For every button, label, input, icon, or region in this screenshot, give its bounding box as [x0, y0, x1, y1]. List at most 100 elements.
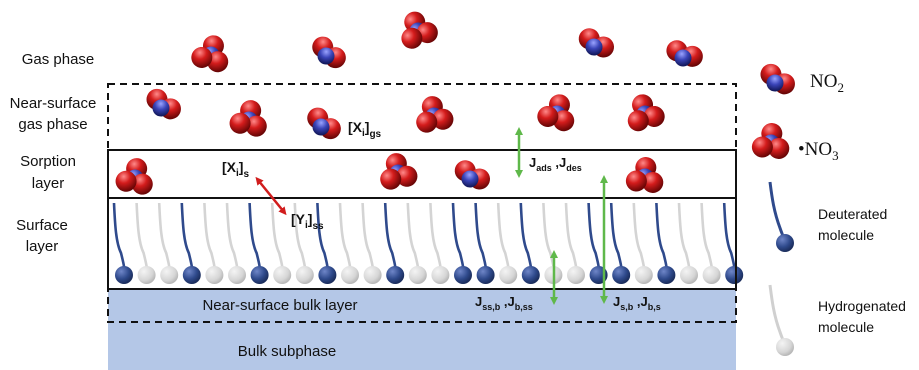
hydrogenated-headgroup — [702, 266, 721, 284]
hydrogenated-headgroup — [137, 266, 156, 284]
oxygen-atom — [643, 105, 665, 127]
deuterated-headgroup — [612, 266, 631, 284]
oxygen-atom — [537, 105, 559, 127]
hydrogenated-headgroup — [567, 266, 585, 284]
oxygen-atom — [396, 165, 418, 187]
yi-ss-label: [Yi]ss — [291, 211, 324, 232]
hydrogenated-chain — [406, 202, 420, 268]
deuterated-headgroup — [521, 266, 540, 284]
surface-layer-box — [107, 197, 737, 290]
deuterated-headgroup — [476, 266, 495, 284]
oxygen-atom — [245, 115, 267, 137]
deuterated-headgroup — [454, 266, 472, 284]
molecule-no2-4 — [578, 28, 615, 58]
hydrogenated-chain — [225, 202, 239, 268]
molecule-no3-13 — [380, 153, 418, 190]
legend-no3-molecule — [751, 123, 790, 159]
oxygen-atom — [642, 171, 664, 193]
oxygen-atom — [207, 51, 229, 73]
deuterated-headgroup — [725, 266, 744, 284]
gas-phase-label: Gas phase — [22, 51, 95, 68]
molecule-no2-5 — [666, 40, 703, 67]
deuterated-chain — [519, 202, 533, 268]
hydrogenated-headgroup — [499, 266, 518, 284]
deuterated-chain — [587, 202, 600, 268]
deuterated-chain — [383, 202, 397, 268]
hydrogenated-chain — [700, 202, 713, 268]
oxygen-atom — [627, 110, 649, 132]
hydrogenated-chain — [361, 202, 374, 268]
legend-no3-label: •NO3 — [798, 139, 839, 163]
deuterated-chain — [248, 202, 261, 268]
hydrogenated-chain — [429, 202, 442, 268]
bulk-subphase-region — [108, 323, 736, 370]
oxygen-atom — [191, 46, 213, 68]
molecule-no3-9 — [416, 96, 454, 133]
bulk-subphase-label: Bulk subphase — [238, 343, 336, 360]
surface-layer-label-line2: layer — [26, 238, 59, 255]
legend-deuterated-label-line1: Deuterated — [818, 206, 887, 222]
hydrogenated-chain — [157, 202, 171, 268]
oxygen-atom — [380, 168, 402, 190]
legend-no3-icon — [751, 123, 790, 159]
nitrogen-atom — [152, 99, 170, 117]
nitrogen-atom — [674, 49, 692, 67]
hydrogenated-headgroup — [341, 266, 359, 284]
deuterated-headgroup — [318, 266, 337, 284]
molecule-no2-8 — [307, 107, 341, 140]
deuterated-chain — [112, 202, 126, 268]
hydrogenated-headgroup — [160, 266, 179, 284]
hydrogenated-chain — [270, 202, 284, 268]
reaction-arrow — [255, 176, 287, 216]
deuterated-chain — [474, 202, 487, 268]
deuterated-headgroup — [250, 266, 269, 284]
nitrogen-atom — [312, 118, 330, 136]
hydrogenated-headgroup — [363, 266, 382, 284]
oxygen-atom — [131, 173, 153, 195]
hydrogenated-headgroup — [295, 266, 314, 284]
deuterated-chain — [316, 202, 329, 268]
hydrogenated-chain — [338, 202, 352, 268]
legend-deuterated-label-line2: molecule — [818, 227, 874, 243]
oxygen-atom — [768, 137, 790, 159]
oxygen-atom — [553, 110, 575, 132]
flux-s-b-label: Js,b ,Jb,s — [613, 294, 661, 312]
nitrogen-atom — [317, 47, 335, 65]
oxygen-atom — [625, 170, 647, 192]
hydrogenated-headgroup — [273, 266, 292, 284]
sorption-layer-label-line1: Sorption — [20, 153, 76, 170]
oxygen-atom — [416, 111, 438, 133]
near-surface-gas-label-line1: Near-surface — [10, 95, 97, 112]
near-surface-bulk-region — [108, 289, 736, 323]
deuterated-headgroup — [386, 266, 405, 284]
nitrogen-atom — [585, 38, 603, 56]
nitrogen-atom — [766, 74, 784, 92]
deuterated-chain — [609, 202, 623, 268]
surface-layer-label-line1: Surface — [16, 217, 68, 234]
molecule-no2-14 — [454, 160, 491, 190]
legend-no2-icon — [760, 63, 795, 95]
near-surface-gas-label-line2: gas phase — [18, 116, 87, 133]
legend-hydrogenated-label-line2: molecule — [818, 319, 874, 335]
deuterated-chain — [180, 202, 194, 268]
hydrogenated-chain — [564, 202, 578, 268]
hydrogenated-chain — [135, 202, 148, 268]
legend-hydrogenated-label-line1: Hydrogenated — [818, 298, 906, 314]
deuterated-headgroup — [182, 266, 201, 284]
legend-deuterated-headgroup — [776, 234, 794, 252]
hydrogenated-headgroup — [205, 266, 224, 284]
molecule-no3-11 — [627, 94, 665, 132]
oxygen-atom — [115, 170, 137, 192]
hydrogenated-chain — [293, 202, 307, 268]
molecule-no3-10 — [537, 94, 575, 132]
molecule-layer — [112, 202, 744, 284]
flux-ss-b-label: Jss,b ,Jb,ss — [475, 294, 533, 312]
molecule-no3-12 — [115, 158, 153, 195]
legend-hydrogenated-chain — [768, 284, 786, 345]
molecule-no3-15 — [625, 157, 664, 193]
hydrogenated-chain — [203, 202, 216, 268]
xi-gs-label: [Xi]gs — [348, 119, 382, 140]
xi-s-label: [Xi]s — [222, 159, 249, 180]
oxygen-atom — [432, 108, 454, 130]
hydrogenated-chain — [496, 202, 510, 268]
